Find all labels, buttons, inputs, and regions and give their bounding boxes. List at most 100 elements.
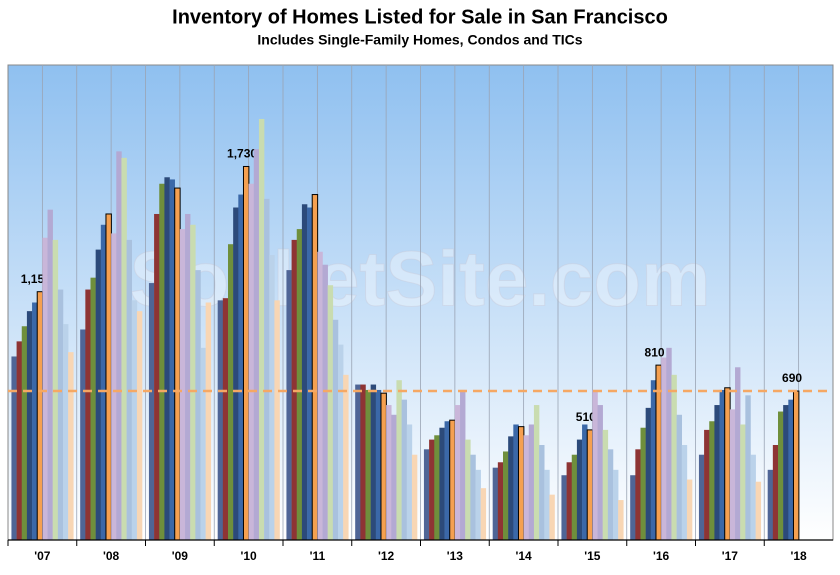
x-tick-label: '17: [722, 549, 739, 563]
bar: [709, 421, 715, 540]
bar: [380, 392, 387, 541]
bar: [475, 469, 481, 540]
bar: [480, 488, 487, 540]
bar: [503, 451, 509, 540]
bar: [111, 233, 117, 540]
chart-subtitle: Includes Single-Family Homes, Condos and…: [257, 32, 582, 48]
bar: [57, 289, 64, 540]
bar: [406, 424, 413, 540]
bar: [745, 395, 751, 540]
bar: [582, 424, 588, 540]
bar: [571, 454, 578, 540]
bar: [190, 224, 196, 541]
bar: [311, 194, 319, 541]
bar: [661, 357, 667, 540]
bar: [296, 229, 303, 540]
bar: [248, 183, 255, 540]
bar: [264, 198, 270, 540]
bar: [258, 118, 265, 541]
x-tick-label: '18: [791, 549, 808, 563]
x-tick-label: '11: [310, 549, 326, 563]
bar: [528, 424, 535, 540]
bar: [47, 209, 53, 540]
bar: [242, 165, 250, 541]
bar: [411, 454, 418, 540]
bar: [365, 389, 371, 540]
bar: [375, 389, 382, 540]
chart-title: Inventory of Homes Listed for Sale in Sa…: [172, 6, 668, 28]
bar: [370, 384, 377, 540]
bar: [121, 157, 127, 540]
bar: [169, 179, 175, 540]
bar: [513, 424, 519, 540]
bar: [269, 255, 275, 540]
bar: [650, 380, 657, 540]
bar: [174, 187, 181, 541]
bar: [460, 389, 466, 540]
bar: [544, 469, 550, 540]
bar: [492, 467, 499, 540]
bar: [778, 411, 784, 540]
bar: [131, 300, 138, 540]
bar: [539, 445, 545, 540]
bar: [533, 405, 540, 540]
bar: [148, 283, 155, 540]
bar: [465, 439, 471, 540]
bar: [755, 481, 762, 540]
bar: [444, 421, 450, 540]
bar: [95, 249, 102, 540]
bar: [116, 151, 122, 540]
bar: [164, 177, 170, 541]
bar: [429, 439, 435, 540]
bar: [523, 435, 530, 540]
bar: [788, 399, 794, 540]
bar: [301, 204, 308, 541]
bar: [729, 409, 736, 540]
data-label: 1,730: [227, 147, 257, 161]
bar: [792, 390, 800, 541]
x-tick-label: '12: [378, 549, 395, 563]
bar: [85, 289, 91, 540]
bar: [597, 405, 603, 540]
bar: [343, 374, 349, 540]
bar: [200, 347, 206, 540]
x-tick-label: '08: [103, 549, 120, 563]
bar: [724, 387, 731, 541]
bar: [391, 414, 397, 540]
data-label: 810: [645, 345, 665, 359]
bar: [508, 436, 514, 540]
bar: [36, 291, 44, 541]
bar: [586, 429, 594, 541]
bar: [105, 213, 112, 541]
bar: [630, 475, 636, 540]
bar: [185, 213, 191, 540]
x-tick-label: '09: [172, 549, 189, 563]
bar: [618, 500, 624, 540]
bar: [449, 419, 456, 541]
x-tick-label: '14: [516, 549, 533, 563]
bar: [704, 429, 710, 540]
bar: [338, 344, 344, 540]
bar: [439, 427, 445, 540]
x-tick-label: '10: [241, 549, 258, 563]
bar: [561, 475, 567, 540]
bar: [401, 399, 408, 540]
bar: [671, 374, 677, 540]
bar: [645, 407, 652, 540]
bar: [217, 300, 224, 540]
bar: [772, 445, 779, 540]
bar: [423, 449, 430, 540]
bar: [497, 462, 504, 540]
bar: [159, 183, 165, 540]
bar: [100, 224, 107, 541]
x-tick-label: '16: [653, 549, 670, 563]
bar: [355, 384, 361, 540]
bar: [613, 469, 619, 540]
bar: [238, 194, 244, 540]
x-tick-label: '07: [34, 549, 51, 563]
bar: [317, 251, 323, 541]
bar: [602, 429, 609, 540]
bar: [90, 277, 96, 540]
x-tick-label: '15: [584, 549, 601, 563]
bar: [274, 300, 280, 540]
